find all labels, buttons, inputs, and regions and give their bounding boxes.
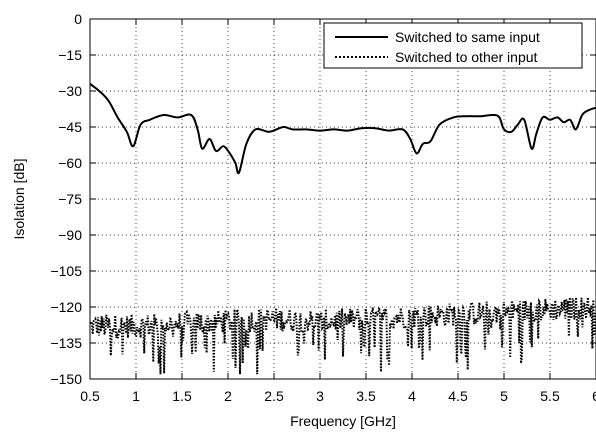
- y-tick-label: −60: [58, 155, 82, 171]
- legend-label-same-input: Switched to same input: [395, 29, 540, 45]
- x-axis-title: Frequency [GHz]: [290, 413, 396, 429]
- y-axis-title: Isolation [dB]: [11, 159, 27, 240]
- tick-labels: 0.5 1 1.5 2 2.5 3 3.5 4 4.5 5 5.5 6 0 −15 −30 −45 −60 −75…: [50, 11, 596, 404]
- x-tick-label: 1: [132, 388, 140, 404]
- y-tick-label: −30: [58, 83, 82, 99]
- legend-box: [323, 22, 583, 69]
- x-tick-label: 0.5: [80, 388, 100, 404]
- x-tick-label: 4: [408, 388, 416, 404]
- x-tick-label: 5.5: [540, 388, 560, 404]
- legend-label-other-input: Switched to other input: [395, 49, 538, 65]
- x-tick-label: 6: [592, 388, 596, 404]
- y-tick-label: 0: [74, 11, 82, 27]
- x-tick-label: 3: [316, 388, 324, 404]
- y-tick-label: −90: [58, 227, 82, 243]
- y-tick-label: −120: [50, 299, 82, 315]
- x-tick-label: 2.5: [264, 388, 284, 404]
- x-tick-label: 1.5: [172, 388, 192, 404]
- series-line-same-input: [89, 83, 596, 175]
- legend: Switched to same input Switched to other…: [323, 22, 583, 69]
- y-tick-label: −15: [58, 47, 82, 63]
- y-tick-label: −105: [50, 263, 82, 279]
- x-tick-label: 4.5: [448, 388, 468, 404]
- x-tick-label: 5: [500, 388, 508, 404]
- y-tick-label: −150: [50, 371, 82, 387]
- y-tick-label: −75: [58, 191, 82, 207]
- x-tick-label: 3.5: [356, 388, 376, 404]
- x-tick-label: 2: [224, 388, 232, 404]
- series-line-other-input: [89, 297, 596, 375]
- y-tick-label: −135: [50, 335, 82, 351]
- series-layer: [89, 83, 596, 375]
- y-tick-label: −45: [58, 119, 82, 135]
- grid: [90, 19, 596, 379]
